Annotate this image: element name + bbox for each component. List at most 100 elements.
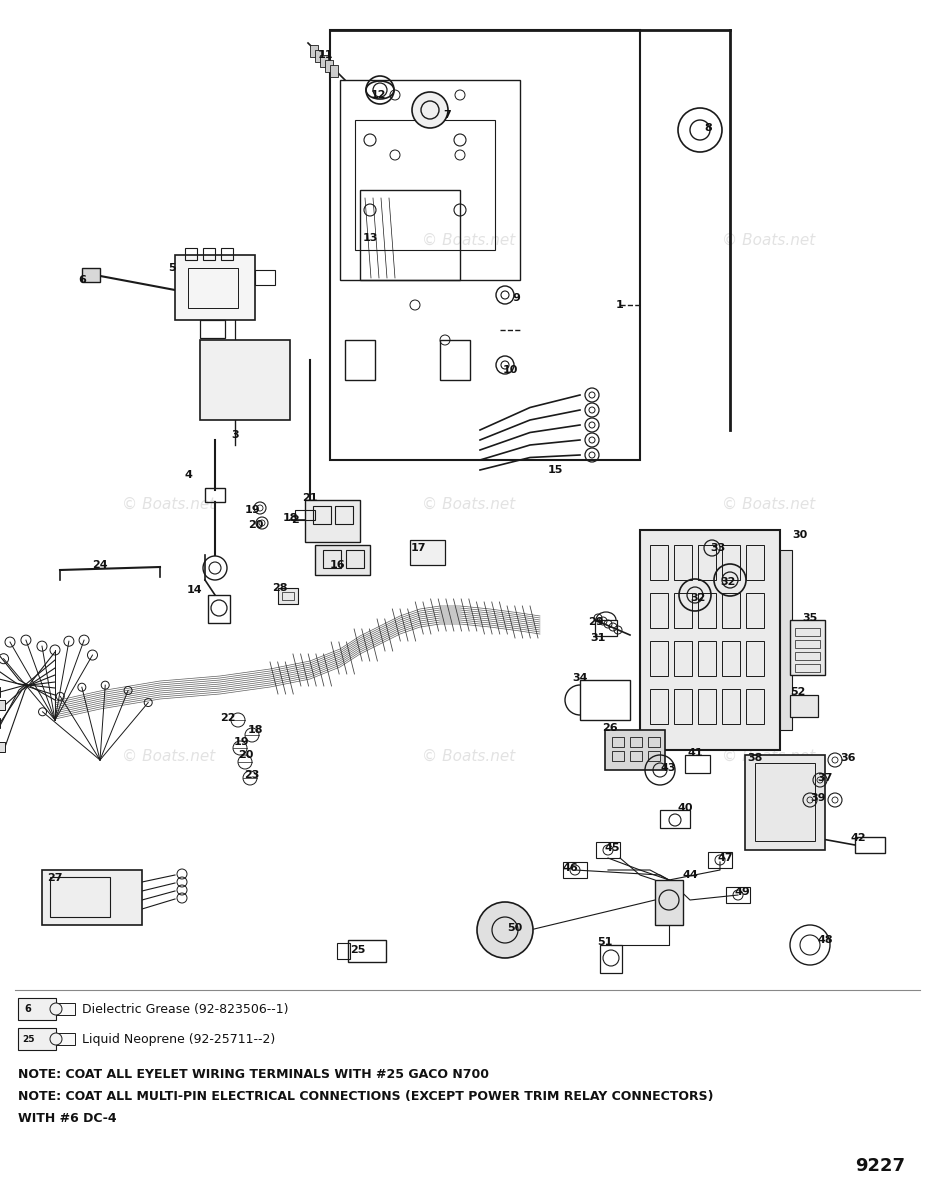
- Bar: [639, 530, 779, 750]
- Bar: [335, 506, 353, 524]
- Bar: [42, 870, 142, 925]
- Text: 39: 39: [810, 793, 825, 803]
- Bar: [745, 689, 763, 724]
- Text: 23: 23: [244, 770, 259, 780]
- Text: 44: 44: [681, 870, 697, 880]
- Bar: [697, 641, 715, 676]
- Bar: [650, 593, 667, 628]
- Bar: [794, 640, 819, 648]
- Text: 45: 45: [604, 842, 619, 853]
- Bar: [605, 730, 665, 770]
- Bar: [199, 340, 289, 420]
- Bar: [697, 689, 715, 724]
- Bar: [745, 545, 763, 580]
- Text: © Boats.net: © Boats.net: [122, 497, 215, 511]
- Text: 3: 3: [231, 430, 239, 440]
- Text: 31: 31: [590, 634, 605, 643]
- Text: Liquid Neoprene (92-25711--2): Liquid Neoprene (92-25711--2): [82, 1032, 275, 1045]
- Bar: [854, 838, 885, 853]
- Bar: [0, 700, 5, 710]
- Bar: [184, 248, 197, 260]
- Bar: [305, 500, 359, 542]
- Text: 46: 46: [562, 863, 578, 874]
- Text: 40: 40: [677, 803, 692, 814]
- Text: 18: 18: [282, 514, 298, 523]
- Bar: [18, 998, 56, 1020]
- Bar: [188, 268, 238, 308]
- Text: 15: 15: [547, 464, 563, 475]
- Bar: [205, 488, 225, 502]
- Text: 48: 48: [816, 935, 832, 946]
- Text: 41: 41: [686, 748, 702, 758]
- Bar: [199, 320, 225, 338]
- Text: 7: 7: [443, 110, 450, 120]
- Text: 20: 20: [248, 520, 263, 530]
- Text: 18: 18: [247, 725, 262, 734]
- Bar: [295, 510, 314, 520]
- Text: 50: 50: [506, 923, 522, 934]
- Bar: [320, 55, 328, 67]
- Bar: [648, 737, 659, 746]
- Text: 43: 43: [660, 763, 675, 773]
- Text: 24: 24: [92, 560, 108, 570]
- Bar: [697, 593, 715, 628]
- Text: © Boats.net: © Boats.net: [122, 749, 215, 763]
- Bar: [650, 641, 667, 676]
- Bar: [673, 689, 692, 724]
- Bar: [794, 628, 819, 636]
- Bar: [744, 755, 824, 850]
- Text: 22: 22: [220, 713, 236, 722]
- Text: 11: 11: [317, 50, 332, 60]
- Bar: [175, 254, 255, 320]
- Text: 21: 21: [302, 493, 317, 503]
- Text: © Boats.net: © Boats.net: [421, 497, 515, 511]
- Bar: [337, 943, 350, 959]
- Bar: [313, 506, 330, 524]
- Bar: [329, 65, 338, 77]
- Bar: [725, 887, 749, 902]
- Text: 52: 52: [789, 686, 805, 697]
- Text: WITH #6 DC-4: WITH #6 DC-4: [18, 1112, 116, 1126]
- Bar: [221, 248, 233, 260]
- Bar: [314, 50, 323, 62]
- Bar: [629, 737, 641, 746]
- Bar: [779, 550, 791, 730]
- Bar: [659, 810, 689, 828]
- Bar: [579, 680, 629, 720]
- Text: 26: 26: [602, 722, 617, 733]
- Circle shape: [50, 1003, 62, 1015]
- Text: 42: 42: [849, 833, 865, 842]
- Bar: [50, 877, 110, 917]
- Circle shape: [476, 902, 533, 958]
- Text: 47: 47: [716, 853, 732, 863]
- Bar: [359, 190, 460, 280]
- Bar: [599, 946, 622, 973]
- Text: 8: 8: [703, 122, 711, 133]
- Bar: [410, 540, 445, 565]
- Bar: [56, 1033, 75, 1045]
- Text: © Boats.net: © Boats.net: [721, 749, 814, 763]
- Bar: [208, 595, 229, 623]
- Bar: [673, 593, 692, 628]
- Text: 1: 1: [616, 300, 623, 310]
- Text: 4: 4: [183, 470, 192, 480]
- Text: © Boats.net: © Boats.net: [421, 749, 515, 763]
- Bar: [697, 545, 715, 580]
- Text: 32: 32: [720, 577, 735, 587]
- Text: Dielectric Grease (92-823506--1): Dielectric Grease (92-823506--1): [82, 1002, 288, 1015]
- Bar: [282, 592, 294, 600]
- Text: 9227: 9227: [854, 1157, 904, 1175]
- Text: 37: 37: [816, 773, 832, 782]
- Bar: [595, 842, 620, 858]
- Bar: [18, 1028, 56, 1050]
- Bar: [722, 689, 739, 724]
- Bar: [650, 545, 667, 580]
- Text: 36: 36: [840, 754, 855, 763]
- Text: 25: 25: [22, 1034, 35, 1044]
- Text: 38: 38: [747, 754, 762, 763]
- Text: 19: 19: [245, 505, 260, 515]
- Bar: [650, 689, 667, 724]
- Bar: [340, 80, 519, 280]
- Circle shape: [412, 92, 447, 128]
- Text: 6: 6: [78, 275, 86, 284]
